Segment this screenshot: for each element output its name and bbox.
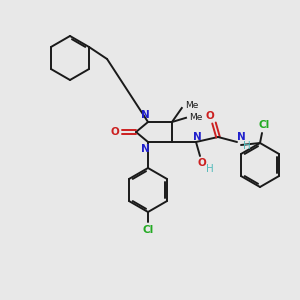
Text: H: H bbox=[243, 141, 251, 151]
Text: Me: Me bbox=[189, 113, 202, 122]
Text: O: O bbox=[198, 158, 206, 168]
Text: N: N bbox=[237, 132, 245, 142]
Text: N: N bbox=[141, 110, 149, 120]
Text: O: O bbox=[206, 111, 214, 121]
Text: O: O bbox=[111, 127, 119, 137]
Text: N: N bbox=[193, 132, 201, 142]
Text: Cl: Cl bbox=[258, 120, 270, 130]
Text: Cl: Cl bbox=[142, 225, 154, 235]
Text: H: H bbox=[206, 164, 214, 174]
Text: N: N bbox=[141, 144, 149, 154]
Text: Me: Me bbox=[185, 100, 198, 109]
